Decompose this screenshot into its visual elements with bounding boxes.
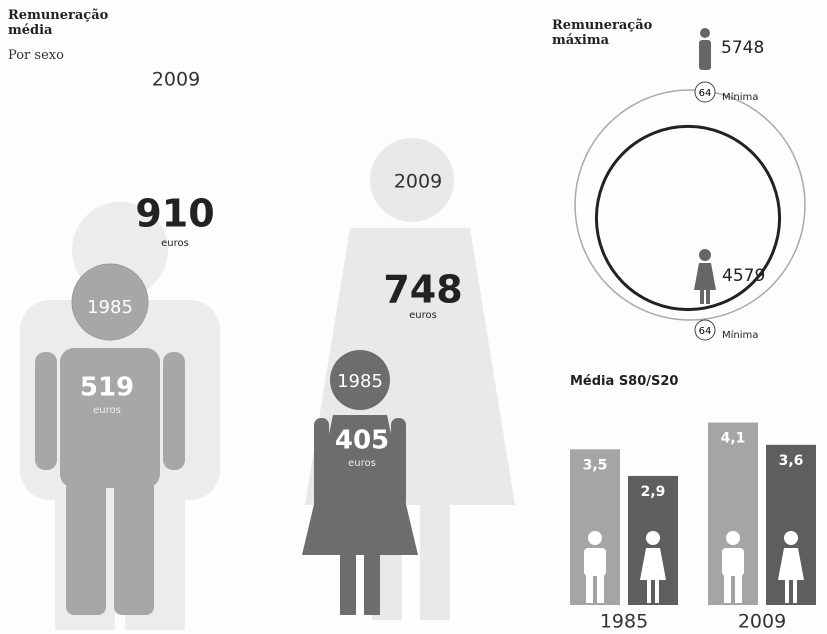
year-label: 2009	[738, 611, 786, 633]
minimum-value: 64	[699, 326, 712, 337]
max-pay-circle	[575, 90, 805, 320]
year-label: 2009	[152, 69, 200, 91]
max-value: 4579	[722, 266, 765, 286]
person-icon	[735, 573, 742, 603]
max-pay-icons	[694, 28, 716, 340]
subtitle: Por sexo	[8, 48, 64, 63]
person-icon	[793, 580, 797, 603]
person-icon	[584, 548, 606, 576]
title: Média S80/S20	[570, 374, 678, 389]
unit: euros	[93, 405, 121, 416]
minimum-value: 64	[699, 88, 712, 99]
bar-label: 2,9	[641, 484, 666, 500]
person-icon	[655, 580, 659, 603]
bar	[766, 445, 816, 605]
person-icon	[586, 573, 593, 603]
title: Remuneração máxima	[552, 18, 672, 48]
value: 519	[80, 373, 134, 403]
year-label: 1985	[600, 611, 648, 633]
unit: euros	[409, 310, 437, 321]
year-label: 2009	[394, 171, 442, 193]
person-icon	[588, 531, 602, 545]
person-icon	[726, 531, 740, 545]
minimum-label: Mínima	[722, 91, 758, 103]
value: 748	[383, 268, 462, 312]
person-icon	[724, 573, 731, 603]
infographic: 2009 910 euros 1985 519 euros 2009 748 e…	[0, 0, 827, 634]
person-icon	[722, 548, 744, 576]
unit: euros	[348, 458, 376, 469]
year-label: 1985	[87, 297, 133, 318]
person-icon	[597, 573, 604, 603]
person-icon	[646, 531, 660, 545]
bar-label: 3,5	[583, 457, 608, 473]
title: Remuneração média	[8, 8, 128, 38]
year-label: 1985	[337, 371, 383, 392]
person-icon	[784, 531, 798, 545]
minimum-label: Mínima	[722, 329, 758, 341]
artwork: 2009 910 euros 1985 519 euros 2009 748 e…	[0, 0, 827, 634]
unit: euros	[161, 238, 189, 249]
value: 910	[135, 192, 214, 236]
bar-label: 3,6	[779, 453, 804, 469]
max-value: 5748	[721, 38, 764, 58]
person-icon	[785, 580, 789, 603]
bar-label: 4,1	[721, 431, 746, 447]
person-icon	[647, 580, 651, 603]
value: 405	[335, 426, 389, 456]
bar	[708, 423, 758, 605]
